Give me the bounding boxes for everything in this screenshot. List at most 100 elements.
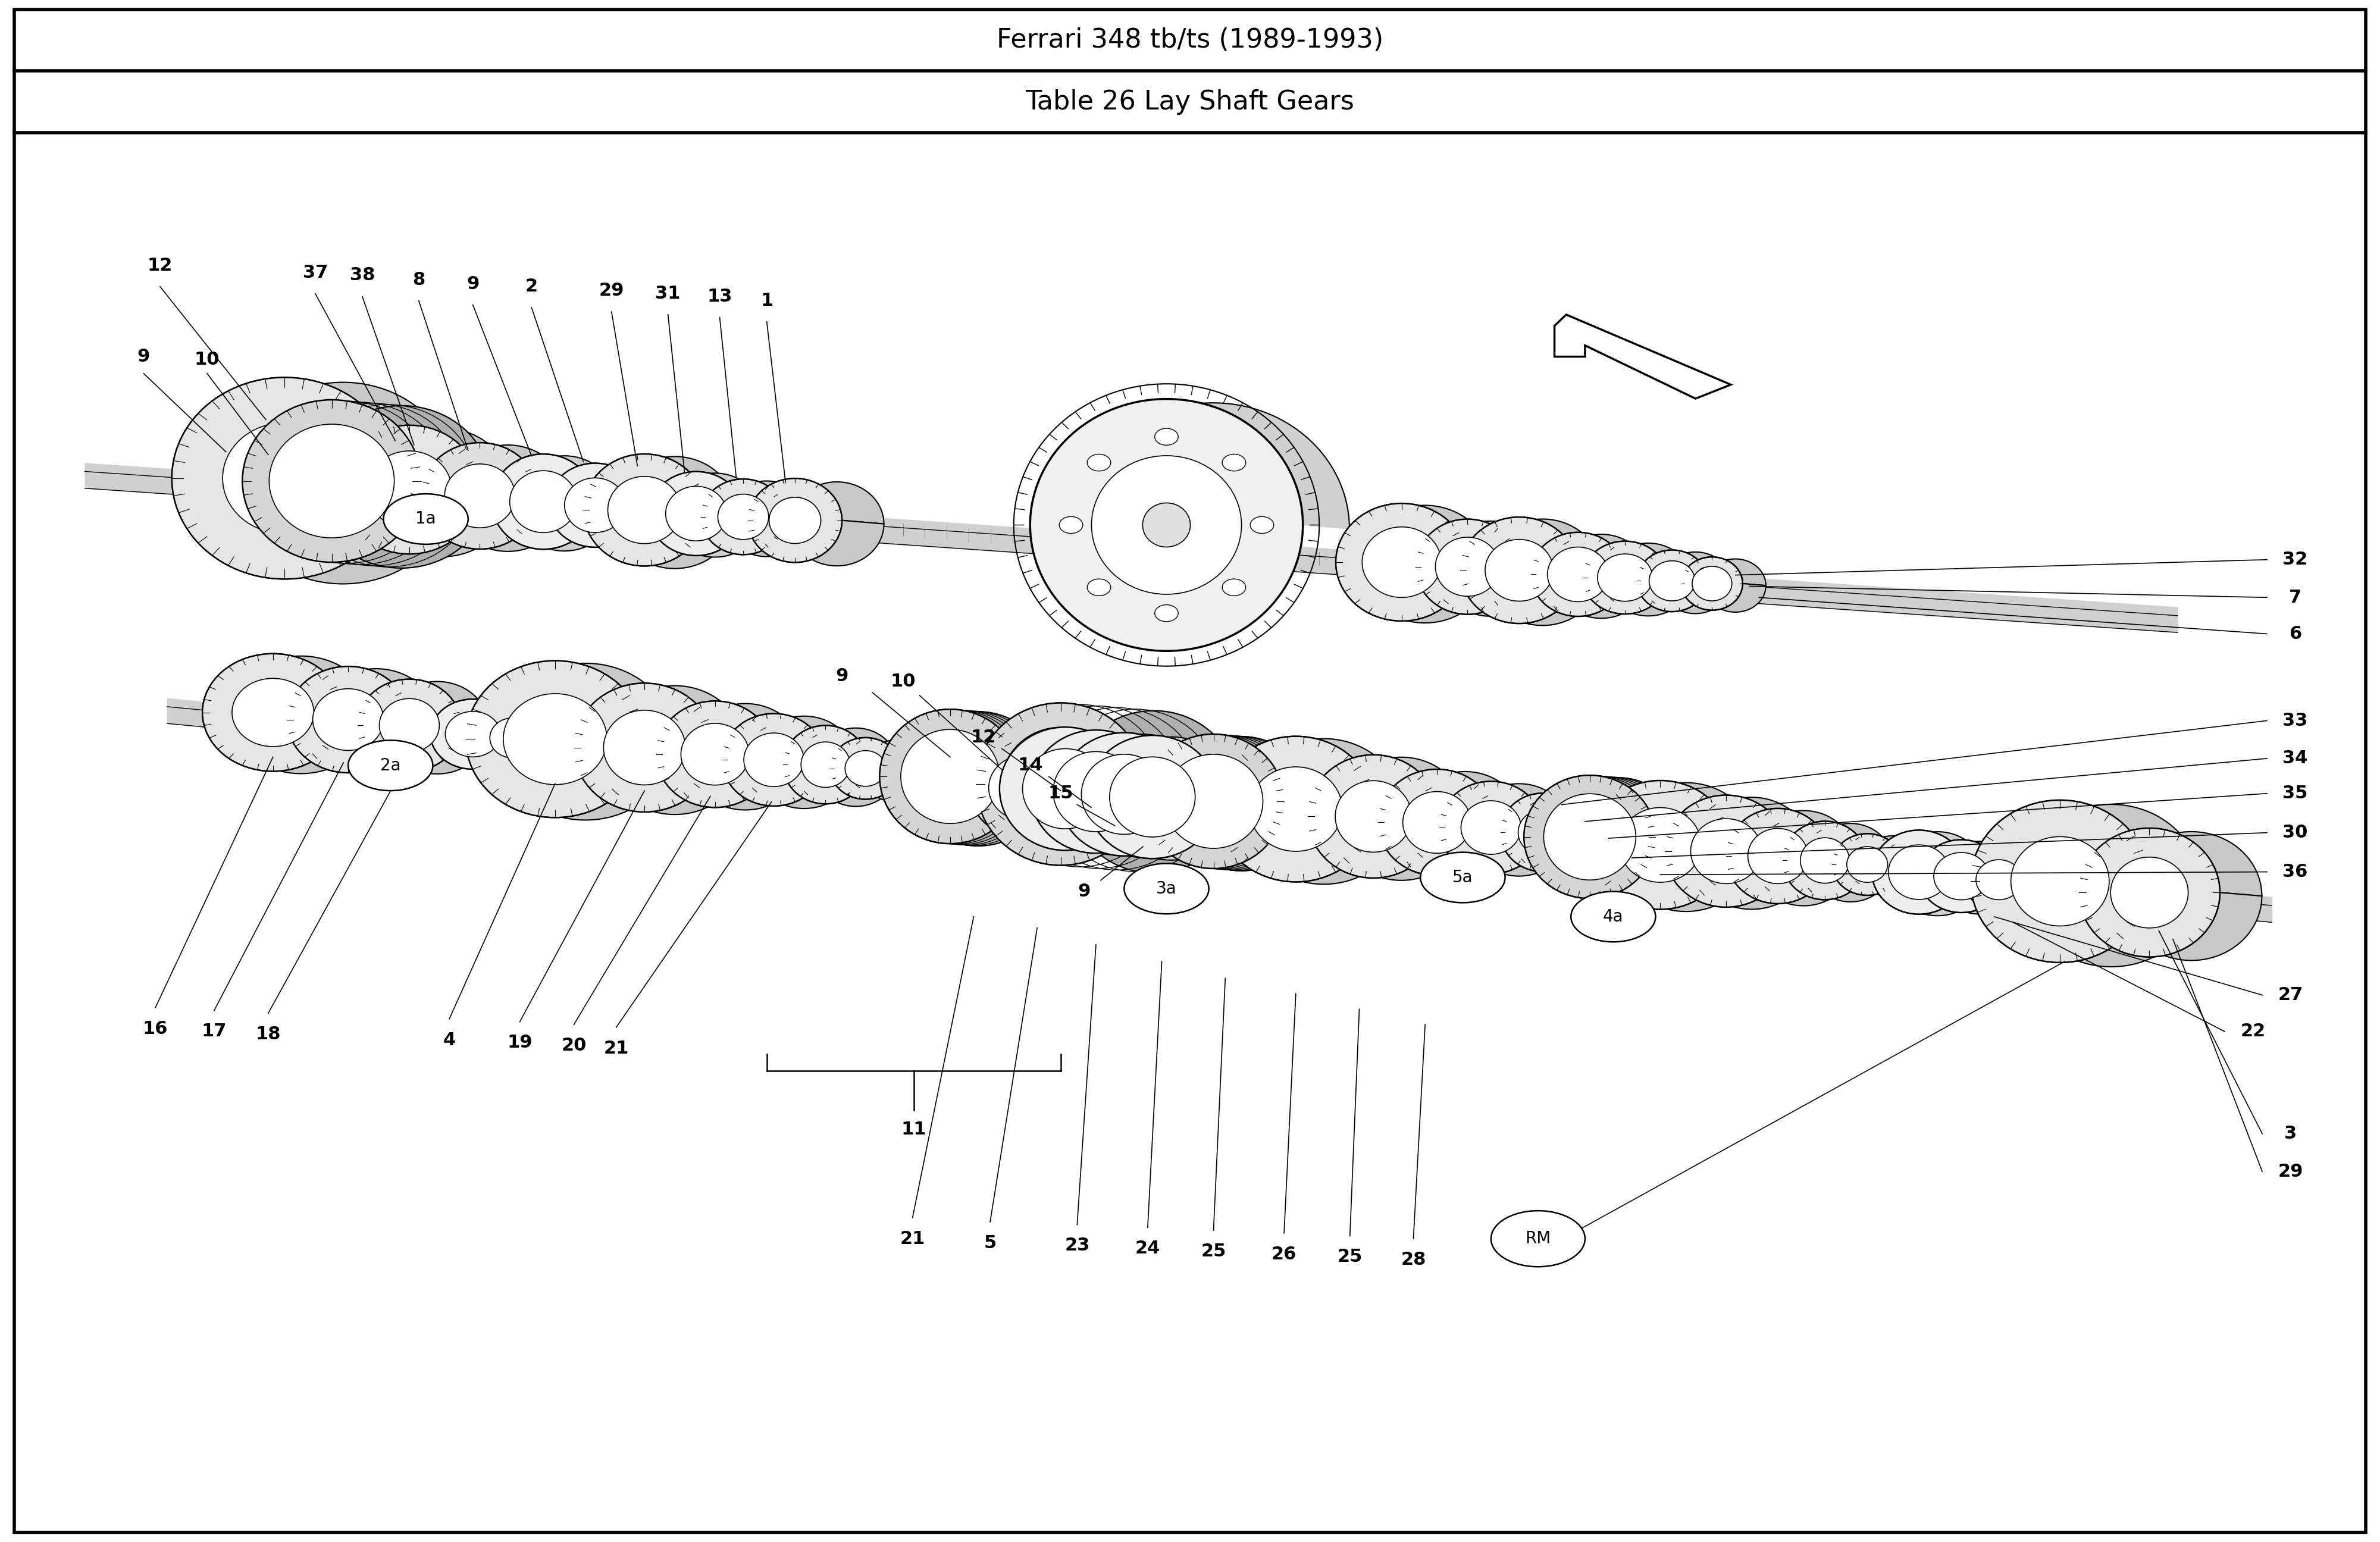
Circle shape	[1571, 891, 1656, 942]
Polygon shape	[1873, 830, 1985, 874]
Ellipse shape	[1031, 729, 1161, 853]
Ellipse shape	[224, 423, 347, 534]
Polygon shape	[493, 501, 616, 550]
Polygon shape	[1059, 732, 1209, 796]
Ellipse shape	[2011, 837, 2109, 925]
Ellipse shape	[1618, 808, 1702, 882]
Polygon shape	[831, 768, 931, 802]
Ellipse shape	[700, 480, 785, 555]
Ellipse shape	[1109, 757, 1195, 837]
Text: 3a: 3a	[1157, 880, 1176, 897]
Polygon shape	[1971, 882, 2202, 967]
Polygon shape	[1031, 729, 1180, 793]
Circle shape	[1123, 864, 1209, 914]
Text: 26: 26	[1271, 1246, 1297, 1263]
Ellipse shape	[1059, 732, 1190, 856]
Polygon shape	[357, 725, 488, 774]
Ellipse shape	[1088, 736, 1219, 859]
Ellipse shape	[719, 493, 769, 540]
Polygon shape	[1680, 583, 1766, 612]
Ellipse shape	[1154, 604, 1178, 621]
Ellipse shape	[1583, 541, 1668, 614]
Polygon shape	[721, 714, 857, 762]
Polygon shape	[1416, 567, 1542, 617]
Polygon shape	[1554, 315, 1730, 399]
Circle shape	[1421, 853, 1504, 902]
Ellipse shape	[1416, 520, 1518, 614]
Ellipse shape	[681, 723, 750, 785]
Ellipse shape	[1461, 800, 1521, 854]
Ellipse shape	[1031, 399, 1302, 651]
Text: 9: 9	[1078, 884, 1090, 901]
Ellipse shape	[1530, 532, 1626, 617]
Text: RM: RM	[1526, 1231, 1552, 1247]
Text: 23: 23	[1064, 1237, 1090, 1254]
Ellipse shape	[547, 463, 643, 547]
Polygon shape	[357, 678, 488, 728]
Polygon shape	[1590, 845, 1756, 911]
Polygon shape	[1440, 782, 1571, 830]
Polygon shape	[583, 453, 735, 512]
Ellipse shape	[378, 699, 440, 752]
Polygon shape	[1216, 737, 1404, 811]
Polygon shape	[478, 708, 566, 740]
Ellipse shape	[1918, 840, 2004, 913]
Polygon shape	[1378, 769, 1523, 825]
Ellipse shape	[1461, 517, 1578, 623]
Text: Ferrari 348 tb/ts (1989-1993): Ferrari 348 tb/ts (1989-1993)	[997, 28, 1383, 52]
Ellipse shape	[1378, 769, 1495, 876]
Ellipse shape	[1523, 776, 1656, 899]
Ellipse shape	[1680, 557, 1742, 611]
Ellipse shape	[607, 476, 681, 544]
Text: 38: 38	[350, 267, 376, 284]
Ellipse shape	[988, 756, 1061, 820]
Text: 11: 11	[902, 1121, 926, 1138]
Ellipse shape	[445, 711, 500, 757]
Text: 14: 14	[1019, 757, 1042, 774]
Polygon shape	[1964, 850, 2054, 882]
Polygon shape	[1523, 776, 1683, 839]
Polygon shape	[1918, 876, 2023, 914]
Polygon shape	[1059, 794, 1209, 857]
Text: 21: 21	[605, 1039, 628, 1056]
Ellipse shape	[1059, 517, 1083, 534]
Ellipse shape	[969, 737, 1083, 839]
Ellipse shape	[976, 703, 1145, 865]
Ellipse shape	[1873, 830, 1966, 914]
Polygon shape	[1833, 834, 1928, 867]
Polygon shape	[421, 497, 566, 552]
Polygon shape	[1637, 581, 1730, 614]
Ellipse shape	[1518, 810, 1568, 856]
Ellipse shape	[1250, 766, 1342, 851]
Circle shape	[347, 740, 433, 791]
Ellipse shape	[171, 378, 397, 580]
Ellipse shape	[231, 678, 314, 746]
Ellipse shape	[1250, 517, 1273, 534]
Ellipse shape	[1081, 754, 1166, 834]
Polygon shape	[881, 709, 1050, 779]
Polygon shape	[1726, 808, 1854, 859]
Polygon shape	[431, 699, 533, 736]
Ellipse shape	[493, 453, 595, 549]
Polygon shape	[1783, 860, 1892, 902]
Polygon shape	[969, 788, 1104, 840]
Polygon shape	[1142, 802, 1311, 871]
Ellipse shape	[831, 737, 900, 799]
Ellipse shape	[1847, 847, 1887, 882]
Polygon shape	[547, 506, 664, 549]
Polygon shape	[650, 513, 762, 557]
Ellipse shape	[605, 711, 685, 785]
Text: 12: 12	[148, 258, 174, 274]
Text: 12: 12	[971, 729, 995, 746]
Ellipse shape	[502, 694, 607, 785]
Text: 9: 9	[138, 348, 150, 365]
Polygon shape	[1031, 791, 1180, 854]
Polygon shape	[747, 478, 883, 524]
Text: 17: 17	[202, 1022, 226, 1041]
Ellipse shape	[338, 426, 481, 554]
Polygon shape	[1216, 810, 1404, 884]
Polygon shape	[1000, 728, 1150, 791]
Polygon shape	[1461, 571, 1602, 626]
Text: 36: 36	[2282, 864, 2309, 880]
Polygon shape	[1530, 532, 1649, 577]
